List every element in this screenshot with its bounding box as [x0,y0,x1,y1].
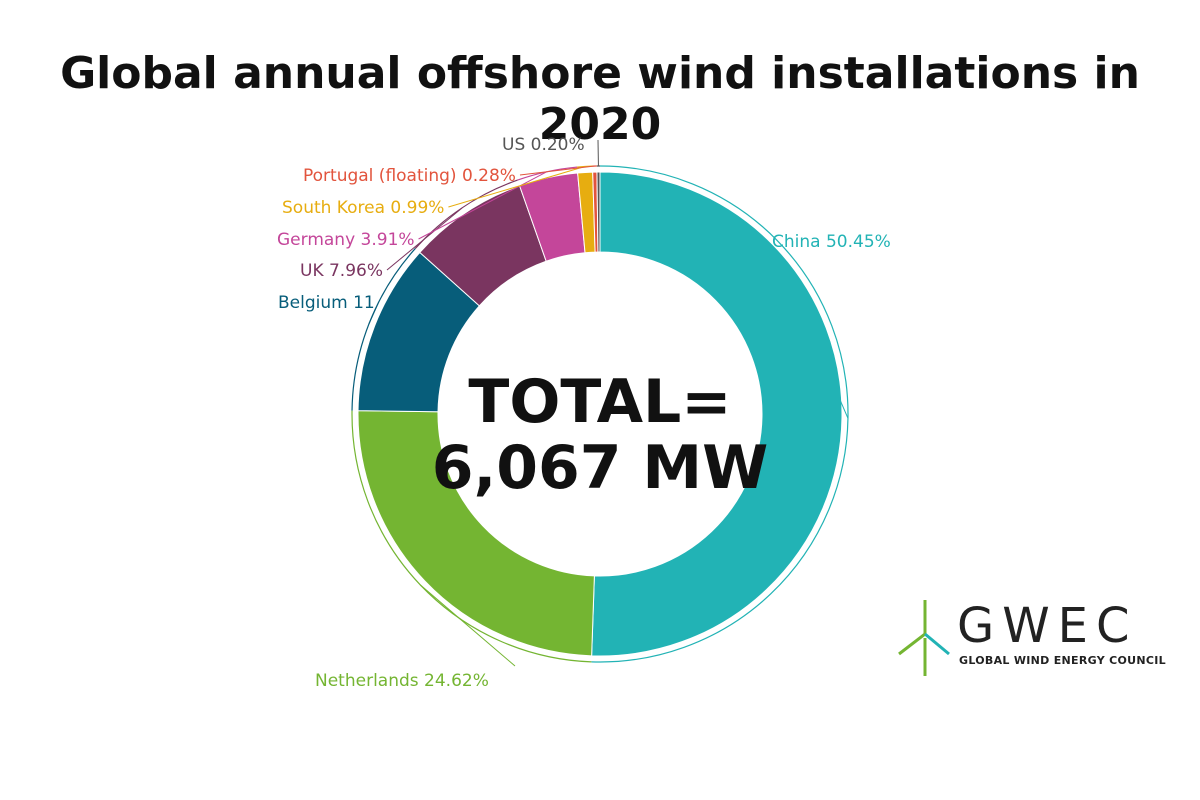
slice-label: Germany 3.91% [277,230,415,250]
leader-line [418,171,548,240]
logo-tagline: GLOBAL WIND ENERGY COUNCIL [959,654,1166,667]
logo-wordmark: GWEC [957,598,1138,654]
leader-line [420,584,516,667]
donut-slices [357,171,843,657]
leader-line [368,301,380,324]
chart-title: Global annual offshore wind installation… [60,48,1140,150]
leader-line [519,165,595,176]
slice-label: Netherlands 24.62% [315,671,489,691]
gwec-logo: GWEC GLOBAL WIND ENERGY COUNCIL [893,598,1166,678]
leader-line [386,207,463,271]
slice-label: UK 7.96% [300,261,383,281]
center-total-label: TOTAL= [468,367,731,437]
leader-line [448,165,585,208]
slice-label: Portugal (floating) 0.28% [303,166,516,186]
slice-us [596,171,601,253]
leader-line [775,250,849,419]
slice-china [591,171,843,657]
slice-label: Belgium 11 [278,293,375,313]
slice-label: South Korea 0.99% [282,198,444,218]
center-total-value: 6,067 MW [432,433,769,503]
leader-lines [351,139,849,667]
leader-arc [351,410,592,663]
wind-turbine-logo-icon [898,600,950,676]
slice-label: US 0.20% [502,135,585,155]
leader-arc [351,248,416,411]
slice-netherlands [357,410,595,657]
slice-labels: China 50.45% Netherlands 24.62% Belgium 11… [277,135,891,691]
slice-label: China 50.45% [772,232,891,252]
